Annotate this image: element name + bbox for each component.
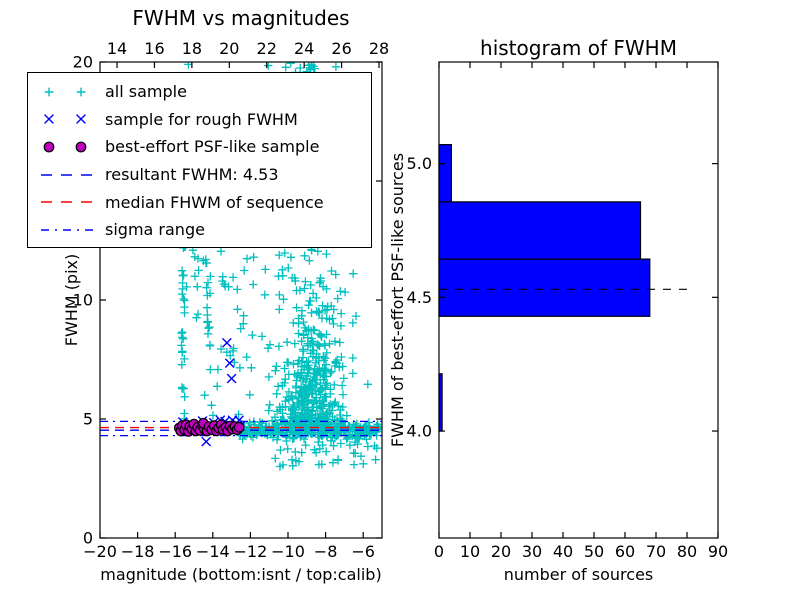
legend-item-label: median FHWM of sequence bbox=[105, 192, 324, 212]
tick-label: 70 bbox=[646, 542, 666, 561]
legend-box: all sample sample for rough FWHM best-effo… bbox=[27, 72, 372, 248]
histogram-bar bbox=[438, 258, 651, 317]
tick-label: 20 bbox=[491, 542, 511, 561]
tick-label: 40 bbox=[553, 542, 573, 561]
tick-label: −16 bbox=[158, 542, 192, 561]
tick-label: 18 bbox=[182, 39, 202, 58]
tick-label: 80 bbox=[677, 542, 697, 561]
tick-label: 20 bbox=[219, 39, 239, 58]
tick-label: −6 bbox=[351, 542, 375, 561]
tick-label: 5 bbox=[83, 410, 93, 429]
left-plot-ylabel: FWHM (pix) bbox=[62, 253, 81, 347]
legend-item: best-effort PSF-like sample bbox=[28, 133, 371, 161]
legend-item: all sample bbox=[28, 78, 371, 106]
tick-label: −12 bbox=[234, 542, 268, 561]
legend-item-label: best-effort PSF-like sample bbox=[105, 137, 320, 157]
tick-label: 22 bbox=[257, 39, 277, 58]
tick-label: 60 bbox=[615, 542, 635, 561]
tick-label: 0 bbox=[83, 529, 93, 548]
tick-label: 0 bbox=[434, 542, 444, 561]
legend-item-label: all sample bbox=[105, 82, 187, 102]
tick-label: 4.5 bbox=[407, 288, 432, 307]
histogram-bars bbox=[438, 144, 651, 432]
dashdot-marker-icon bbox=[41, 229, 93, 231]
tick-label: 26 bbox=[331, 39, 351, 58]
tick-label: 10 bbox=[460, 542, 480, 561]
tick-label: 50 bbox=[584, 542, 604, 561]
tick-label: 5.0 bbox=[407, 154, 432, 173]
tick-label: 20 bbox=[73, 53, 93, 72]
dashed-marker-icon bbox=[41, 173, 93, 176]
x-marker-icon bbox=[44, 114, 86, 125]
tick-label: −10 bbox=[271, 542, 305, 561]
legend-item-label: sigma range bbox=[105, 220, 205, 240]
histogram-bar bbox=[438, 144, 452, 203]
tick-label: 28 bbox=[369, 39, 389, 58]
legend-item: median FHWM of sequence bbox=[28, 188, 371, 216]
histogram-of-fwhm-plot: 0 10 20 30 40 50 60 70 80 90 4.0 4.5 5.0 bbox=[407, 61, 728, 561]
tick-label: 24 bbox=[294, 39, 314, 58]
left-plot-xlabel: magnitude (bottom:isnt / top:calib) bbox=[100, 565, 382, 584]
right-axes-frame bbox=[438, 61, 719, 539]
tick-label: 14 bbox=[107, 39, 127, 58]
left-plot-title: FWHM vs magnitudes bbox=[132, 6, 350, 30]
right-plot-ylabel: FWHM of best-effort PSF-like sources bbox=[388, 152, 407, 448]
right-plot-title: histogram of FWHM bbox=[480, 36, 677, 60]
tick-label: 10 bbox=[73, 291, 93, 310]
tick-label: −14 bbox=[196, 542, 230, 561]
legend-item: resultant FWHM: 4.53 bbox=[28, 161, 371, 189]
legend-item: sigma range bbox=[28, 216, 371, 244]
legend-item-label: sample for rough FWHM bbox=[105, 109, 298, 129]
legend-item-label: resultant FWHM: 4.53 bbox=[105, 165, 279, 185]
tick-label: −20 bbox=[83, 542, 117, 561]
tick-label: −18 bbox=[121, 542, 155, 561]
tick-label: 30 bbox=[522, 542, 542, 561]
circle-marker-icon bbox=[43, 141, 87, 153]
tick-label: 16 bbox=[144, 39, 164, 58]
right-plot-xlabel: number of sources bbox=[503, 565, 654, 584]
psf-like-points bbox=[173, 417, 245, 437]
plus-marker-icon bbox=[44, 87, 86, 97]
tick-label: 4.0 bbox=[407, 422, 432, 441]
tick-label: −8 bbox=[314, 542, 338, 561]
dashed-marker-icon bbox=[41, 201, 93, 203]
legend-item: sample for rough FWHM bbox=[28, 106, 371, 134]
histogram-bar bbox=[438, 201, 642, 260]
tick-label: 90 bbox=[708, 542, 728, 561]
